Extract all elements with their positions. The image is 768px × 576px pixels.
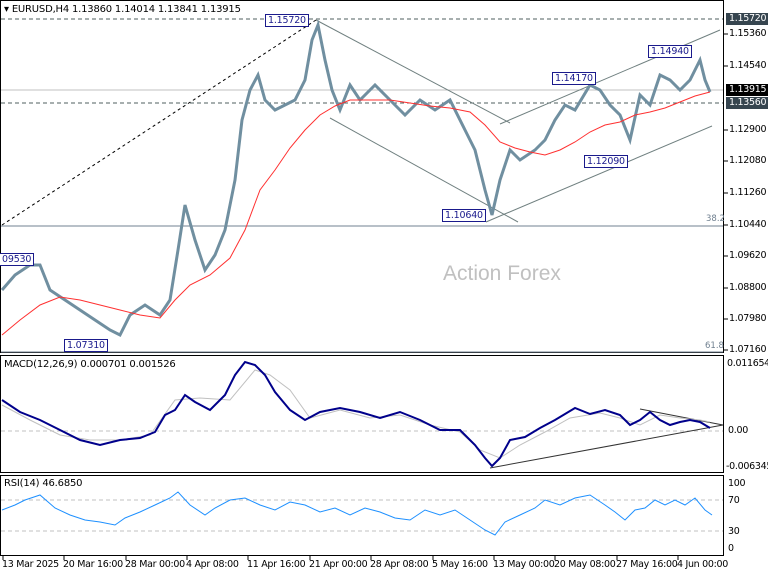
rsi-axis-0: 0 xyxy=(728,543,734,554)
macd-axis-top: 0.011654 xyxy=(727,358,768,369)
symbol-header: ▾ EURUSD,H4 1.13860 1.14014 1.13841 1.13… xyxy=(4,4,241,15)
rsi-panel-frame xyxy=(0,475,724,556)
time-label: 13 May 00:00 xyxy=(493,559,555,570)
callout-low-3[interactable]: 1.07310 xyxy=(64,339,108,352)
macd-support-line[interactable] xyxy=(489,424,724,469)
callout-left-edge[interactable]: 09530 xyxy=(0,253,35,266)
channel-up-lower[interactable] xyxy=(485,125,713,223)
time-label: 28 Apr 08:00 xyxy=(370,559,429,570)
callout-low-2[interactable]: 1.10640 xyxy=(442,209,486,222)
callout-high-3[interactable]: 1.14170 xyxy=(552,72,596,85)
time-axis-ticks xyxy=(2,556,679,560)
main-panel-frame xyxy=(0,0,724,353)
macd-axis-zero: 0.00 xyxy=(728,425,748,436)
macd-main-line xyxy=(1,360,711,468)
macd-label: MACD(12,26,9) 0.000701 0.001526 xyxy=(4,359,176,370)
price-tick: 1.09620 xyxy=(729,250,767,261)
time-label: 20 Mar 16:00 xyxy=(63,559,123,570)
macd-axis-bottom: -0.006345 xyxy=(726,461,768,472)
time-label: 5 May 16:00 xyxy=(432,559,488,570)
price-axis-ticks xyxy=(724,33,728,351)
time-label: 4 Apr 08:00 xyxy=(186,559,239,570)
price-tick: 1.15360 xyxy=(729,28,767,39)
macd-panel-frame xyxy=(0,355,724,473)
price-tick: 1.12900 xyxy=(729,124,767,135)
fib-618-label: 61.8 xyxy=(705,341,724,351)
channel-down-upper[interactable] xyxy=(315,19,511,124)
price-tag-1-15720: 1.15720 xyxy=(726,13,768,25)
callout-high-1[interactable]: 1.15720 xyxy=(265,14,309,27)
channel-down-lower[interactable] xyxy=(329,117,519,223)
rsi-line xyxy=(1,491,713,536)
fib-retracement-line[interactable] xyxy=(1,19,317,226)
price-tag-1-13560: 1.13560 xyxy=(726,97,768,109)
price-tick: 1.08800 xyxy=(729,282,767,293)
callout-low-1[interactable]: 1.12090 xyxy=(584,155,628,168)
watermark: Action Forex xyxy=(443,262,561,285)
price-tick: 1.07980 xyxy=(729,313,767,324)
rsi-axis-30: 30 xyxy=(728,526,740,537)
macd-signal-line xyxy=(1,369,711,459)
time-label: 13 Mar 2025 xyxy=(2,559,59,570)
price-tag-current: 1.13915 xyxy=(726,84,768,96)
price-tick: 1.07160 xyxy=(729,344,767,355)
symbol-ohlc-text: EURUSD,H4 1.13860 1.14014 1.13841 1.1391… xyxy=(11,4,241,15)
price-series xyxy=(0,19,712,338)
time-label: 28 Mar 00:00 xyxy=(125,559,185,570)
time-label: 21 Apr 00:00 xyxy=(309,559,368,570)
time-label: 20 May 08:00 xyxy=(554,559,616,570)
time-label: 11 Apr 16:00 xyxy=(247,559,306,570)
price-tick: 1.11260 xyxy=(729,187,767,198)
moving-average-line xyxy=(1,91,711,336)
rsi-axis-70: 70 xyxy=(728,495,740,506)
fib-382-label: 38.2 xyxy=(706,214,725,224)
rsi-label: RSI(14) 46.6850 xyxy=(4,478,83,489)
price-tick: 1.10440 xyxy=(729,219,767,230)
callout-high-2[interactable]: 1.14940 xyxy=(648,45,692,58)
time-label: 27 May 16:00 xyxy=(616,559,678,570)
collapse-triangle-icon[interactable]: ▾ xyxy=(4,4,9,15)
price-tick: 1.12080 xyxy=(729,155,767,166)
price-tick: 1.14540 xyxy=(729,60,767,71)
time-label: 4 Jun 00:00 xyxy=(677,559,729,570)
rsi-axis-100: 100 xyxy=(728,478,746,489)
